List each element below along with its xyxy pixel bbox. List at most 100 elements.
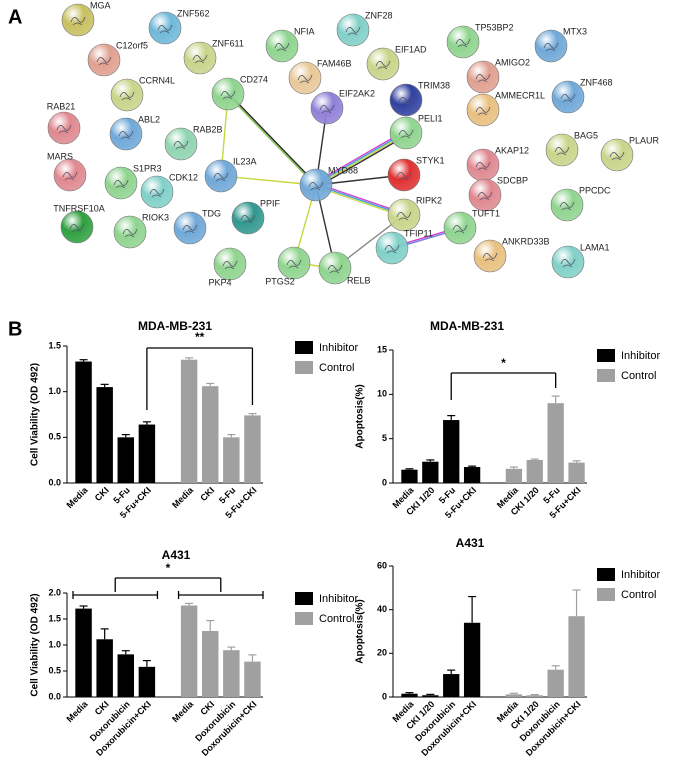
node-label: MARS [47, 151, 73, 161]
node-label: PKP4 [208, 277, 231, 287]
bar [117, 437, 135, 483]
legend-swatch [295, 341, 313, 354]
y-axis-label: Apoptosis(%) [355, 384, 366, 448]
legend-swatch [597, 369, 615, 382]
y-tick-label: 1.5 [48, 340, 61, 350]
node-label: EIF2AK2 [339, 88, 375, 98]
edge [316, 133, 407, 187]
legend-label: Control [621, 370, 656, 382]
node-icon [396, 211, 412, 221]
node-label: ZNF562 [177, 8, 210, 18]
node-icon [308, 181, 324, 191]
y-axis-label: Cell Viability (OD 492) [30, 593, 41, 696]
node-label: RIPK2 [416, 195, 442, 205]
bar [505, 694, 523, 697]
node-icon [375, 60, 391, 70]
bar [443, 674, 460, 697]
node-icon [286, 259, 302, 269]
node-label: PTGS2 [265, 276, 295, 286]
bar [96, 639, 113, 697]
node-icon [477, 191, 493, 201]
node-label: TFIP11 [404, 228, 433, 238]
y-tick-label: 1.0 [48, 639, 61, 649]
edge [314, 130, 406, 184]
bar [526, 695, 543, 697]
node-label: AMIGO2 [495, 57, 530, 67]
chart-title: MDA-MB-231 [138, 319, 212, 333]
edge [228, 92, 318, 185]
node-icon [192, 54, 208, 64]
node-icon [396, 171, 412, 181]
bar [401, 693, 418, 697]
node-label: PPCDC [579, 185, 611, 195]
panel-label: B [8, 318, 22, 340]
bar [117, 654, 135, 697]
y-tick-label: 2.0 [48, 587, 61, 597]
bar [223, 437, 240, 483]
x-tick-label: Media [65, 484, 91, 510]
chart-title: A431 [162, 548, 191, 562]
bar [547, 669, 564, 697]
node-label: S1PR3 [133, 163, 162, 173]
node-icon [119, 91, 135, 101]
y-tick-label: 40 [377, 604, 387, 614]
node-label: RIOK3 [142, 212, 169, 222]
bar [568, 462, 585, 483]
node-label: LAMA1 [580, 242, 610, 252]
y-tick-label: 0 [382, 691, 387, 701]
bar [401, 469, 418, 483]
significance: * [166, 561, 171, 575]
bar [201, 630, 219, 697]
node-icon [319, 104, 335, 114]
node-label: ANKRD33B [502, 236, 550, 246]
bar [201, 386, 219, 483]
node-label: ABL2 [138, 114, 160, 124]
bar [223, 650, 240, 697]
bar [526, 459, 543, 483]
node-icon [475, 161, 491, 171]
y-tick-label: 60 [377, 560, 387, 570]
bar [180, 605, 198, 697]
node-label: CDK12 [169, 172, 198, 182]
node-label: RAB21 [47, 101, 76, 111]
chart-title: MDA-MB-231 [430, 319, 504, 333]
node-label: ZNF28 [365, 10, 393, 20]
y-tick-label: 15 [377, 344, 387, 354]
node-icon [455, 38, 471, 48]
x-tick-label: CKI [198, 485, 216, 503]
node-label: MGA [90, 0, 111, 10]
bar [96, 387, 113, 483]
node-label: ZNF468 [580, 77, 613, 87]
node-label: ZNF611 [212, 38, 244, 48]
node-icon [118, 130, 134, 140]
node-label: AMMECR1L [495, 90, 545, 100]
node-label: SDCBP [497, 175, 528, 185]
node-label: BAG5 [574, 130, 598, 140]
node-label: TUFT1 [472, 208, 500, 218]
bar [180, 359, 198, 483]
y-tick-label: 10 [377, 389, 387, 399]
node-icon [398, 96, 414, 106]
node-label: PPIF [260, 198, 281, 208]
node-icon [609, 151, 625, 161]
node-label: AKAP12 [495, 145, 529, 155]
x-tick-label: Media [65, 698, 91, 724]
node-icon [398, 129, 414, 139]
x-tick-label: CKI [93, 699, 111, 717]
y-tick-label: 0.0 [48, 691, 61, 701]
node-label: RELB [347, 275, 371, 285]
bar [138, 666, 156, 697]
node-label: NFIA [294, 26, 315, 36]
node-icon [56, 124, 72, 134]
x-tick-label: CKI [198, 699, 216, 717]
bar [244, 415, 261, 483]
node-label: PELI1 [418, 113, 443, 123]
y-tick-label: 5 [382, 433, 387, 443]
bar [75, 361, 92, 483]
legend-swatch [295, 612, 313, 625]
bar [568, 616, 585, 697]
y-tick-label: 20 [377, 648, 387, 658]
legend-swatch [597, 349, 615, 362]
node-label: CD274 [240, 74, 268, 84]
legend-label: Inhibitor [621, 350, 660, 362]
